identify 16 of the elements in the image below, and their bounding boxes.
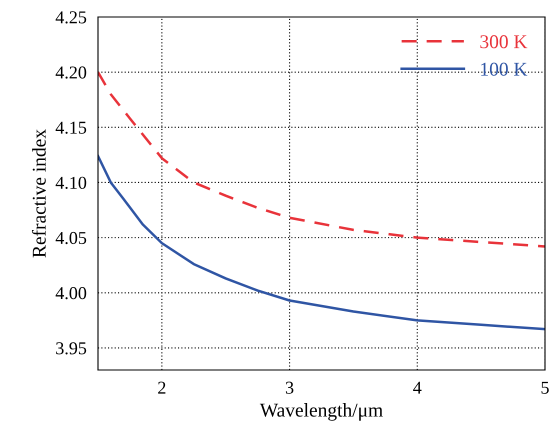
x-tick-label: 2 xyxy=(158,382,166,394)
y-tick-label: 3.95 xyxy=(56,342,86,354)
y-axis-title: Refractive index xyxy=(32,129,46,258)
x-axis-title: Wavelength/μm xyxy=(260,403,383,421)
y-tick-label: 4.00 xyxy=(56,287,86,300)
y-tick-label: 4.20 xyxy=(56,66,86,79)
y-tick-label: 4.25 xyxy=(56,11,86,24)
y-tick-label: 4.10 xyxy=(56,176,86,189)
y-tick-label: 4.05 xyxy=(56,232,86,244)
legend-label: 300 K xyxy=(480,35,528,48)
x-tick-label: 4 xyxy=(413,382,422,394)
legend-label: 100 K xyxy=(481,62,528,76)
x-tick-label: 3 xyxy=(286,382,294,394)
line-series xyxy=(98,154,545,330)
x-tick-label: 5 xyxy=(542,382,549,394)
y-tick-label: 4.15 xyxy=(56,122,86,134)
